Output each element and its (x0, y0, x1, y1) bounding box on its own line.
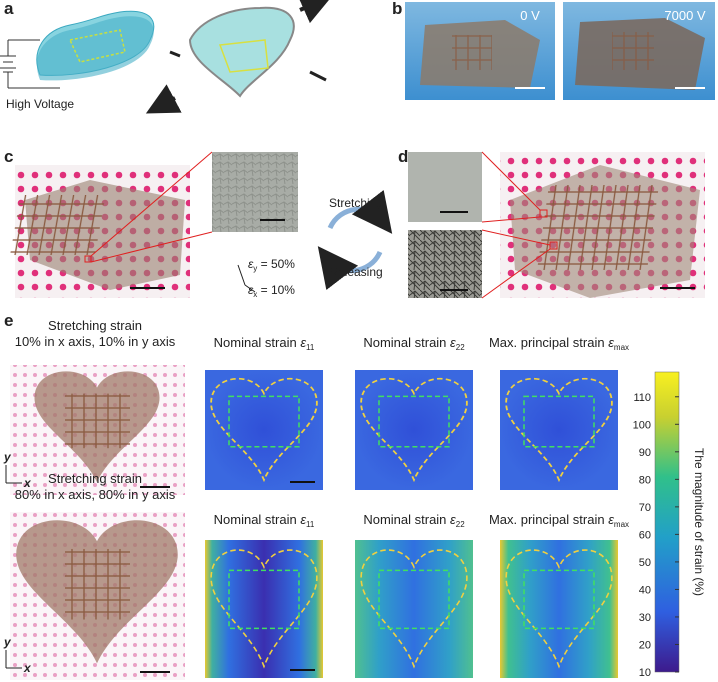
colorbar-tick-label: 110 (633, 392, 651, 404)
map-title: Max. principal strain εmax (489, 335, 629, 352)
map-title: Nominal strain ε22 (363, 335, 465, 352)
axis-x: x (23, 661, 32, 675)
photo-label: 7000 V (664, 8, 706, 23)
map-title-symbol: ε (300, 512, 306, 527)
panel-label: b (392, 0, 402, 18)
colorbar-tick-label: 80 (639, 474, 651, 486)
cycle-label: Releasing (329, 265, 382, 279)
schematic (0, 0, 333, 114)
map-title-text: Max. principal strain (489, 335, 608, 350)
axis-y: y (3, 635, 12, 649)
electrode-outline (228, 569, 300, 630)
map-title-text: Max. principal strain (489, 512, 608, 527)
map-title-symbol: ε (300, 335, 306, 350)
map-title-sub: max (614, 520, 629, 529)
map-title-symbol: ε (450, 335, 456, 350)
strain-map (500, 540, 618, 678)
colorbar-tick-label: 100 (633, 419, 651, 431)
map-title-sub: 22 (456, 520, 465, 529)
strain-y: εy = 50% (248, 257, 295, 273)
strain-x: εx = 10% (248, 283, 295, 299)
axis-y: y (3, 450, 12, 464)
row-title: Stretching strain (48, 471, 142, 486)
row-title: 10% in x axis, 10% in y axis (15, 334, 176, 349)
photos-b (405, 2, 715, 100)
map-title-sub: 11 (306, 343, 315, 352)
electrode-outline (523, 569, 595, 630)
colorbar-tick-label: 10 (639, 667, 651, 679)
map-title-symbol: ε (608, 512, 614, 527)
colorbar-tick-label: 90 (639, 447, 651, 459)
map-title-text: Nominal strain (214, 512, 301, 527)
electrode-outline (378, 395, 450, 448)
colorbar-tick-label: 70 (639, 502, 651, 514)
strain-map (355, 540, 473, 678)
photos-c (10, 151, 393, 298)
strain-map (500, 370, 618, 490)
map-title: Nominal strain ε22 (363, 512, 465, 529)
panel-label: d (398, 147, 408, 166)
strain-map (205, 540, 323, 678)
axis-arrows (5, 465, 22, 484)
axis-x: x (23, 476, 32, 490)
map-title: Nominal strain ε11 (214, 335, 315, 352)
electrode-grid (65, 548, 130, 620)
colorbar-tick-label: 30 (639, 612, 651, 624)
map-title-symbol: ε (608, 335, 614, 350)
photos-d (408, 151, 705, 299)
map-title-sub: 11 (306, 520, 315, 529)
panel-label: c (4, 147, 13, 166)
colorbar-tick-label: 60 (639, 529, 651, 541)
row-title: Stretching strain (48, 318, 142, 333)
map-title-text: Nominal strain (214, 335, 301, 350)
colorbar (654, 371, 680, 673)
colorbar-tick-label: 20 (639, 639, 651, 651)
panel-label: e (4, 311, 13, 330)
map-title: Max. principal strain εmax (489, 512, 629, 529)
axis-arrows (5, 650, 22, 669)
photo-label: 0 V (520, 8, 540, 23)
map-title-text: Nominal strain (363, 335, 450, 350)
electrode-outline (228, 395, 300, 448)
map-title-sub: 22 (456, 343, 465, 352)
map-title-sub: max (614, 343, 629, 352)
strain-map (355, 370, 473, 490)
map-title: Nominal strain ε11 (214, 512, 315, 529)
cycle-label: Stretching (329, 196, 383, 210)
map-title-text: Nominal strain (363, 512, 450, 527)
map-title-symbol: ε (450, 512, 456, 527)
electrode-grid (65, 393, 130, 449)
strain-map (205, 370, 323, 490)
electrode-outline (378, 569, 450, 630)
colorbar-label: The magnitude of strain (%) (692, 448, 706, 596)
row-title: 80% in x axis, 80% in y axis (15, 487, 176, 502)
electrode-outline (523, 395, 595, 448)
colorbar-tick-label: 40 (639, 584, 651, 596)
panel-label: a (4, 0, 14, 18)
colorbar-tick-label: 50 (639, 557, 651, 569)
voltage-label: High Voltage (6, 97, 74, 111)
